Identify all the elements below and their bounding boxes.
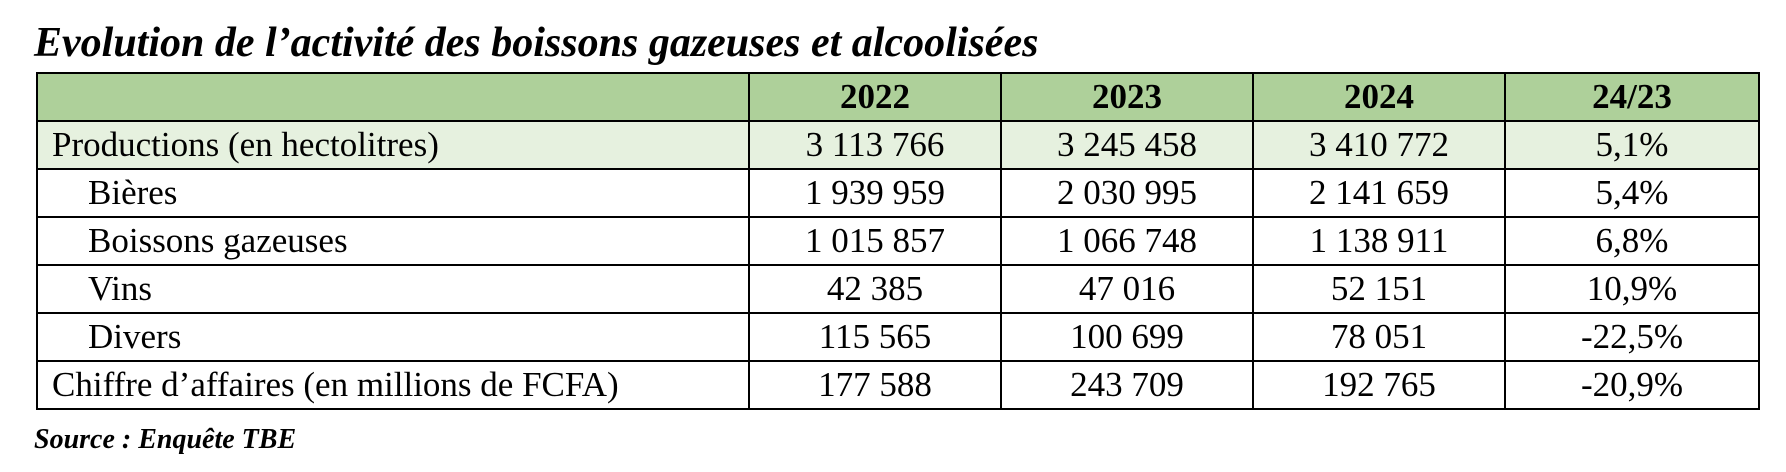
cell-2022: 115 565 <box>748 312 1002 362</box>
row-label: Chiffre d’affaires (en millions de FCFA) <box>36 360 750 410</box>
header-cell-label <box>36 72 750 122</box>
cell-change: 6,8% <box>1504 216 1760 266</box>
cell-2023: 3 245 458 <box>1000 120 1254 170</box>
cell-2023: 243 709 <box>1000 360 1254 410</box>
table-row-chiffre-affaires: Chiffre d’affaires (en millions de FCFA)… <box>36 360 1760 410</box>
cell-2022: 3 113 766 <box>748 120 1002 170</box>
cell-2024: 1 138 911 <box>1252 216 1506 266</box>
cell-2022: 177 588 <box>748 360 1002 410</box>
row-label: Vins <box>36 264 750 314</box>
header-row: 2022 2023 2024 24/23 <box>36 72 1760 122</box>
cell-change: -22,5% <box>1504 312 1760 362</box>
cell-2023: 1 066 748 <box>1000 216 1254 266</box>
header-cell-2022: 2022 <box>748 72 1002 122</box>
table-row-divers: Divers 115 565 100 699 78 051 -22,5% <box>36 312 1760 362</box>
cell-2024: 192 765 <box>1252 360 1506 410</box>
cell-2023: 100 699 <box>1000 312 1254 362</box>
cell-2022: 42 385 <box>748 264 1002 314</box>
row-label: Bières <box>36 168 750 218</box>
table-row-boissons-gazeuses: Boissons gazeuses 1 015 857 1 066 748 1 … <box>36 216 1760 266</box>
row-label: Productions (en hectolitres) <box>36 120 750 170</box>
header-cell-change: 24/23 <box>1504 72 1760 122</box>
cell-2024: 3 410 772 <box>1252 120 1506 170</box>
table-row-productions: Productions (en hectolitres) 3 113 766 3… <box>36 120 1760 170</box>
table-row-bieres: Bières 1 939 959 2 030 995 2 141 659 5,4… <box>36 168 1760 218</box>
table-title: Evolution de l’activité des boissons gaz… <box>34 20 1039 66</box>
cell-change: 10,9% <box>1504 264 1760 314</box>
table-row-vins: Vins 42 385 47 016 52 151 10,9% <box>36 264 1760 314</box>
cell-2024: 78 051 <box>1252 312 1506 362</box>
cell-change: 5,4% <box>1504 168 1760 218</box>
row-label: Boissons gazeuses <box>36 216 750 266</box>
cell-change: -20,9% <box>1504 360 1760 410</box>
cell-2022: 1 939 959 <box>748 168 1002 218</box>
header-cell-2024: 2024 <box>1252 72 1506 122</box>
cell-2023: 2 030 995 <box>1000 168 1254 218</box>
row-label: Divers <box>36 312 750 362</box>
cell-2024: 2 141 659 <box>1252 168 1506 218</box>
cell-2022: 1 015 857 <box>748 216 1002 266</box>
cell-2024: 52 151 <box>1252 264 1506 314</box>
header-cell-2023: 2023 <box>1000 72 1254 122</box>
cell-2023: 47 016 <box>1000 264 1254 314</box>
cell-change: 5,1% <box>1504 120 1760 170</box>
source-note: Source : Enquête TBE <box>34 424 297 455</box>
activity-table: 2022 2023 2024 24/23 Productions (en hec… <box>36 72 1760 410</box>
